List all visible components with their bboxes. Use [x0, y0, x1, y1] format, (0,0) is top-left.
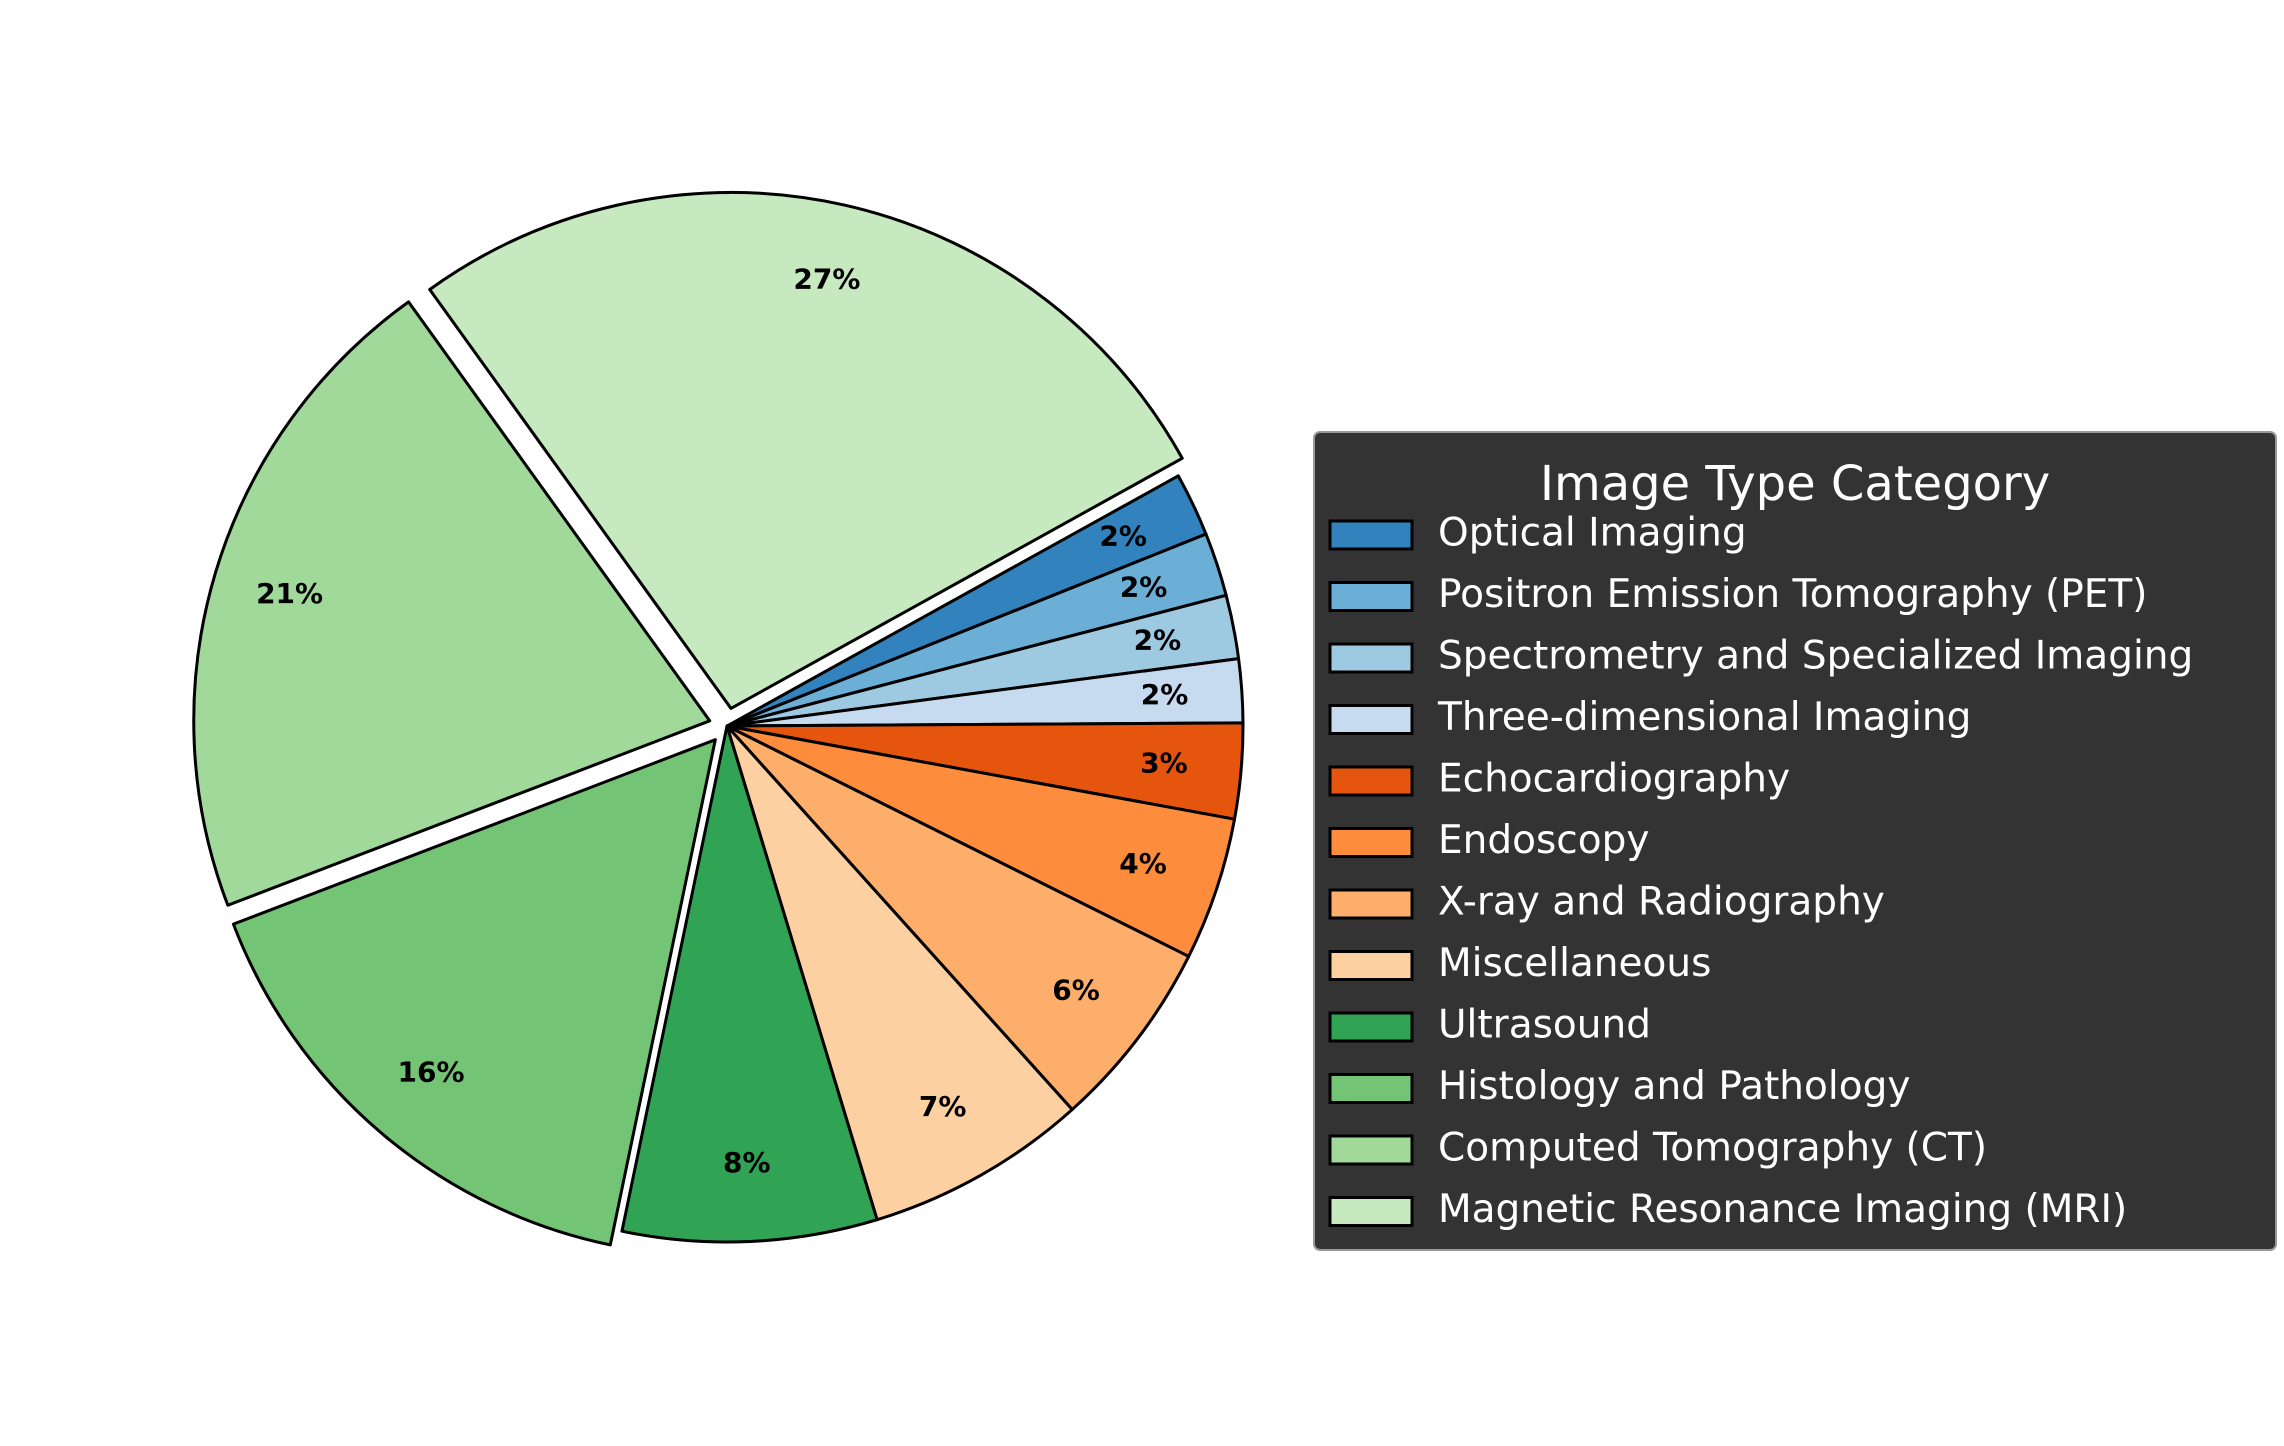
legend-swatch-ultrasound — [1328, 1011, 1414, 1043]
legend-label-echocardiography: Echocardiography — [1438, 757, 1790, 802]
slice-label-computed-tomography-ct: 21% — [256, 577, 323, 610]
pie-labels: 2% 2% 2% 2% 3% 4% 6% 7% 8% 16% 21% 27% — [256, 262, 1188, 1179]
slice-label-x-ray-and-radiography: 6% — [1052, 974, 1100, 1007]
legend-swatch-echocardiography — [1328, 765, 1414, 797]
legend-label-x-ray-and-radiography: X-ray and Radiography — [1438, 880, 1885, 925]
pie-slice-ultrasound — [620, 724, 879, 1244]
slice-label-optical-imaging: 2% — [1099, 520, 1147, 553]
slice-label-ultrasound: 8% — [723, 1146, 771, 1179]
legend-items: Optical Imaging Positron Emission Tomogra… — [1328, 511, 2193, 1232]
legend-swatch-computed-tomography-ct — [1328, 1134, 1414, 1166]
legend-label-positron-emission-tomography-pet: Positron Emission Tomography (PET) — [1438, 572, 2147, 617]
legend-swatch-magnetic-resonance-imaging-mri — [1328, 1196, 1414, 1227]
legend-swatch-three-dimensional-imaging — [1328, 704, 1414, 735]
slice-label-three-dimensional-imaging: 2% — [1141, 678, 1189, 711]
legend-background — [1313, 431, 2277, 1251]
pie-slice-computed-tomography-ct — [192, 300, 712, 907]
legend-swatch-x-ray-and-radiography — [1328, 888, 1414, 920]
legend-swatch-optical-imaging — [1328, 519, 1414, 551]
legend-swatch-histology-and-pathology — [1328, 1073, 1414, 1104]
legend: Image Type Category Optical Imaging Posit… — [1313, 431, 2277, 1251]
legend-title: Image Type Category — [1540, 456, 2050, 512]
pie-slice-miscellaneous — [725, 724, 1074, 1222]
pie-slice-magnetic-resonance-imaging-mri — [428, 190, 1184, 710]
legend-label-ultrasound: Ultrasound — [1438, 1003, 1651, 1048]
slice-label-echocardiography: 3% — [1140, 746, 1188, 779]
legend-label-magnetic-resonance-imaging-mri: Magnetic Resonance Imaging (MRI) — [1438, 1187, 2127, 1232]
legend-label-optical-imaging: Optical Imaging — [1438, 511, 1747, 556]
pie-slice-x-ray-and-radiography — [725, 724, 1191, 1112]
pie-slices — [192, 190, 1245, 1247]
legend-swatch-miscellaneous — [1328, 950, 1414, 981]
legend-label-endoscopy: Endoscopy — [1438, 818, 1649, 863]
legend-label-spectrometry-and-specialized-imaging: Spectrometry and Specialized Imaging — [1438, 634, 2193, 679]
slice-label-magnetic-resonance-imaging-mri: 27% — [793, 262, 860, 295]
legend-label-three-dimensional-imaging: Three-dimensional Imaging — [1437, 695, 1971, 740]
legend-label-miscellaneous: Miscellaneous — [1438, 941, 1711, 986]
legend-label-computed-tomography-ct: Computed Tomography (CT) — [1438, 1126, 1987, 1171]
legend-label-histology-and-pathology: Histology and Pathology — [1438, 1064, 1910, 1109]
slice-label-miscellaneous: 7% — [919, 1090, 967, 1123]
legend-swatch-endoscopy — [1328, 827, 1414, 858]
slice-label-spectrometry-and-specialized-imaging: 2% — [1134, 624, 1182, 657]
pie-slice-histology-and-pathology — [231, 738, 717, 1247]
slice-label-positron-emission-tomography-pet: 2% — [1120, 571, 1168, 604]
legend-swatch-positron-emission-tomography-pet — [1328, 581, 1414, 612]
legend-swatch-spectrometry-and-specialized-imaging — [1328, 642, 1414, 674]
slice-label-endoscopy: 4% — [1119, 847, 1167, 880]
slice-label-histology-and-pathology: 16% — [398, 1056, 465, 1089]
